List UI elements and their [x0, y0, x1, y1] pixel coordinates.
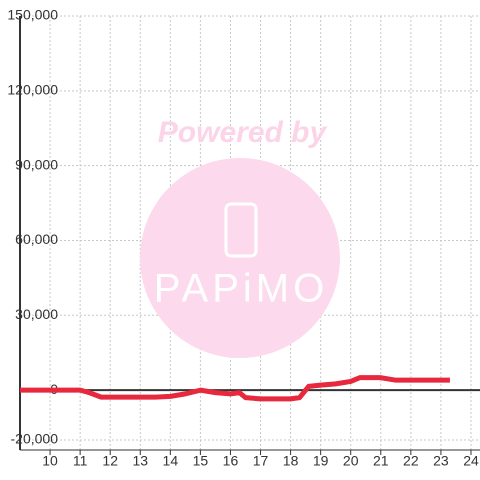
watermark-text: Powered by — [158, 116, 328, 149]
x-tick-label: 16 — [223, 453, 239, 469]
x-tick-label: 19 — [313, 453, 329, 469]
x-tick-label: 20 — [343, 453, 359, 469]
watermark: Powered by PAPiMO — [140, 116, 340, 358]
y-tick-label: 150,000 — [7, 7, 58, 23]
x-tick-label: 24 — [463, 453, 479, 469]
y-tick-label: 60,000 — [15, 231, 58, 247]
watermark-text: PAPiMO — [154, 267, 328, 311]
watermark-circle — [140, 158, 340, 358]
x-tick-label: 13 — [132, 453, 148, 469]
y-tick-label: 30,000 — [15, 306, 58, 322]
x-tick-label: 12 — [102, 453, 118, 469]
x-tick-label: 17 — [253, 453, 269, 469]
x-tick-label: 10 — [42, 453, 58, 469]
x-tick-label: 21 — [373, 453, 389, 469]
y-tick-label: 120,000 — [7, 82, 58, 98]
x-tick-label: 18 — [283, 453, 299, 469]
watermark-icon — [224, 202, 258, 258]
series-line — [20, 375, 450, 402]
x-tick-label: 11 — [73, 453, 88, 469]
y-tick-label: -20,000 — [11, 431, 59, 447]
x-tick-label: 14 — [163, 453, 179, 469]
x-tick-label: 22 — [403, 453, 419, 469]
x-tick-label: 23 — [433, 453, 449, 469]
grid — [20, 15, 480, 450]
y-tick-label: 90,000 — [15, 156, 58, 172]
x-tick-label: 15 — [193, 453, 209, 469]
